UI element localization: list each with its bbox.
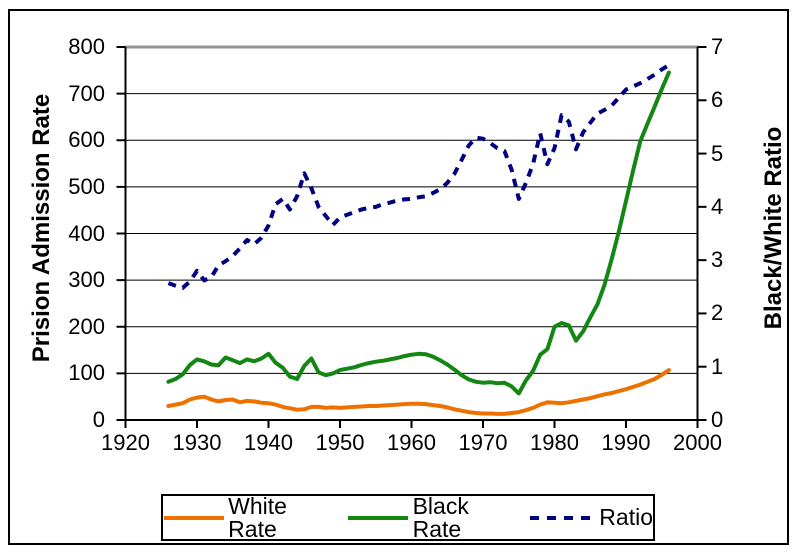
series-black-rate <box>166 70 671 396</box>
x-tick-label-1930: 1930 <box>172 430 222 455</box>
x-tick-label-1970: 1970 <box>458 430 508 455</box>
legend-label-ratio: Ratio <box>599 504 653 530</box>
x-tick-label-1960: 1960 <box>387 430 436 455</box>
left-tick-label-200: 200 <box>68 313 105 339</box>
left-tick-label-0: 0 <box>92 407 105 432</box>
series-ratio <box>167 63 670 290</box>
left-tick-label-300: 300 <box>68 267 105 293</box>
series-white-rate <box>166 368 671 416</box>
legend-label-white-rate: White Rate <box>228 492 287 542</box>
black-rate-line-sample <box>348 515 409 520</box>
right-tick-label-7: 7 <box>711 34 724 59</box>
right-tick-label-4: 4 <box>711 193 724 219</box>
right-tick-label-3: 3 <box>711 247 724 273</box>
legend-label-black-rate: Black Rate <box>412 492 469 542</box>
x-tick-label-1980: 1980 <box>530 430 579 455</box>
right-tick-label-0: 0 <box>711 407 724 432</box>
ratio-line-sample <box>530 515 595 520</box>
left-tick-label-800: 800 <box>68 34 105 59</box>
white-rate-line-sample <box>164 515 224 520</box>
left-tick-label-600: 600 <box>68 127 105 153</box>
x-tick-label-2000: 2000 <box>673 430 722 455</box>
right-tick-label-1: 1 <box>711 353 724 379</box>
left-tick-label-100: 100 <box>68 360 105 386</box>
chart-border <box>8 9 789 545</box>
x-tick-label-1940: 1940 <box>244 430 293 455</box>
left-tick-label-400: 400 <box>68 220 105 246</box>
x-tick-label-1920: 1920 <box>101 430 150 455</box>
x-tick-label-1990: 1990 <box>601 430 651 455</box>
left-tick-label-500: 500 <box>68 173 105 199</box>
right-tick-label-6: 6 <box>711 87 724 113</box>
legend: White Rate Black Rate Ratio <box>161 494 655 541</box>
legend-item-ratio: Ratio <box>529 506 653 529</box>
x-tick-label-1950: 1950 <box>315 430 365 455</box>
legend-item-black-rate: Black Rate <box>347 492 522 542</box>
left-tick-label-700: 700 <box>68 80 105 106</box>
right-axis-title: Black/White Ratio <box>760 126 787 330</box>
right-tick-label-2: 2 <box>711 300 724 326</box>
legend-item-white-rate: White Rate <box>163 492 340 542</box>
right-tick-label-5: 5 <box>711 140 724 166</box>
